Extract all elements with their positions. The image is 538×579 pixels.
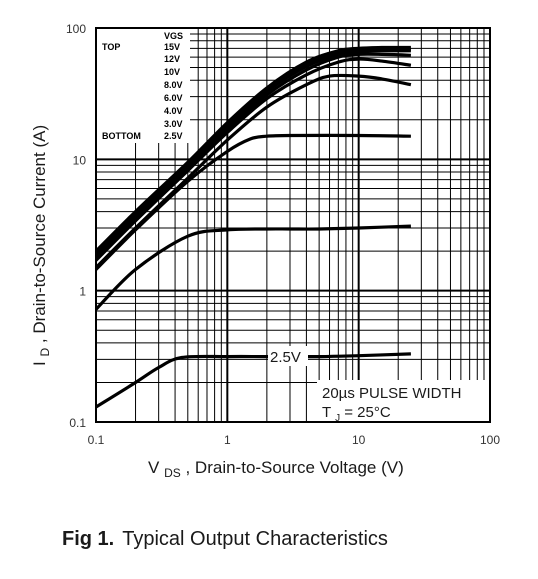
figure-number: Fig 1. xyxy=(62,528,115,550)
legend-entry-3v: 3.0V xyxy=(164,119,183,129)
y-tick-label: 100 xyxy=(66,22,86,36)
x-tick-label: 0.1 xyxy=(88,433,105,447)
x-axis-label: V DS , Drain-to-Source Voltage (V) xyxy=(148,458,404,481)
tick-labels: 0.1 1 10 100 0.1 1 10 100 xyxy=(66,22,500,447)
x-axis-label-prefix: V xyxy=(148,458,160,477)
series-line-vgs-3-0v-mid xyxy=(94,133,411,271)
x-axis-label-sub: DS xyxy=(164,466,181,480)
y-tick-label: 1 xyxy=(79,285,86,299)
tj-value: = 25°C xyxy=(344,404,391,421)
curve-label-2-5v: 2.5V xyxy=(270,349,301,366)
legend: VGS TOP BOTTOM 15V 12V 10V 8.0V 6.0V 4.0… xyxy=(102,31,183,141)
y-tick-label: 10 xyxy=(73,153,87,167)
figure-caption: Fig 1. Typical Output Characteristics xyxy=(62,528,388,551)
y-axis-label-text: , Drain-to-Source Current (A) xyxy=(30,125,49,343)
legend-entry-6v: 6.0V xyxy=(164,93,183,103)
x-axis-label-text: , Drain-to-Source Voltage (V) xyxy=(185,458,403,477)
legend-entry-10v: 10V xyxy=(164,67,180,77)
legend-entry-4v: 4.0V xyxy=(164,106,183,116)
legend-entry-15v: 15V xyxy=(164,42,180,52)
series-line-vgs-3-0v xyxy=(94,224,411,311)
legend-top-label: TOP xyxy=(102,42,120,52)
y-axis-label-prefix: I xyxy=(30,361,49,366)
y-axis-label: I D , Drain-to-Source Current (A) xyxy=(30,125,53,366)
tj-sub: J xyxy=(335,413,340,424)
series-layer xyxy=(94,45,412,409)
series-line-vgs-10v xyxy=(94,49,411,256)
series-line-vgs-8-0v xyxy=(94,52,411,259)
legend-backdrop xyxy=(97,29,190,143)
pulse-width-text: 20µs PULSE WIDTH xyxy=(322,385,462,402)
pulse-annotation-backdrop xyxy=(317,380,489,421)
series-line-vgs-6-0v xyxy=(94,57,412,262)
legend-entry-12v: 12V xyxy=(164,54,180,64)
x-tick-label: 1 xyxy=(224,433,231,447)
series-line-vgs-2-5v xyxy=(95,352,411,409)
y-tick-label: 0.1 xyxy=(69,416,86,430)
x-tick-label: 10 xyxy=(352,433,366,447)
legend-bottom-label: BOTTOM xyxy=(102,131,141,141)
legend-header: VGS xyxy=(164,31,183,41)
legend-entry-2-5v: 2.5V xyxy=(164,131,183,141)
y-axis-label-sub: D xyxy=(38,348,52,357)
x-tick-label: 100 xyxy=(480,433,500,447)
tj-prefix: T xyxy=(322,404,331,421)
tj-annotation: T J = 25°C xyxy=(322,404,391,425)
legend-entry-8v: 8.0V xyxy=(164,80,183,90)
curve-label-backdrop xyxy=(268,346,308,366)
plot-frame xyxy=(95,27,491,423)
figure-title: Typical Output Characteristics xyxy=(122,528,388,550)
